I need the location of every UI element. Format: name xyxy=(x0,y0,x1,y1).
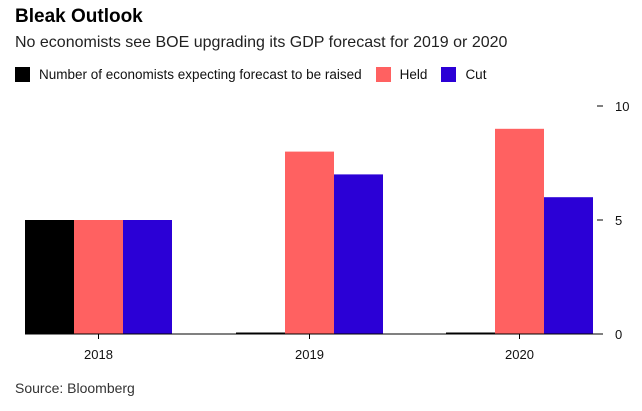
source-note: Source: Bloomberg xyxy=(15,380,135,396)
legend-swatch-raised xyxy=(15,66,30,82)
y-tick-label-10: 10 xyxy=(615,99,629,114)
x-tick-label-2019: 2019 xyxy=(295,347,324,362)
legend-swatch-cut xyxy=(441,66,457,82)
bar-held-2019 xyxy=(285,151,334,334)
chart-subtitle: No economists see BOE upgrading its GDP … xyxy=(15,34,508,51)
bar-held-2018 xyxy=(74,220,123,334)
bar-raised-2019 xyxy=(236,332,285,334)
legend: Number of economists expecting forecast … xyxy=(15,64,500,84)
legend-swatch-held xyxy=(375,66,391,82)
y-tick-label-0: 0 xyxy=(615,327,622,342)
x-tick-label-2020: 2020 xyxy=(505,347,534,362)
legend-label-cut: Cut xyxy=(465,66,487,82)
y-tick-label-5: 5 xyxy=(615,213,622,228)
legend-label-held: Held xyxy=(399,66,428,82)
legend-item-held: Held xyxy=(375,66,428,82)
bar-cut-2020 xyxy=(544,197,593,334)
bar-raised-2020 xyxy=(446,332,495,334)
x-tick-label-2018: 2018 xyxy=(84,347,113,362)
legend-item-raised: Number of economists expecting forecast … xyxy=(15,66,362,82)
chart-title: Bleak Outlook xyxy=(15,6,143,27)
bar-cut-2019 xyxy=(334,174,383,334)
legend-item-cut: Cut xyxy=(441,66,487,82)
bar-cut-2018 xyxy=(123,220,172,334)
bar-held-2020 xyxy=(495,128,544,334)
legend-label-raised: Number of economists expecting forecast … xyxy=(39,66,362,82)
bar-raised-2018 xyxy=(25,220,74,334)
